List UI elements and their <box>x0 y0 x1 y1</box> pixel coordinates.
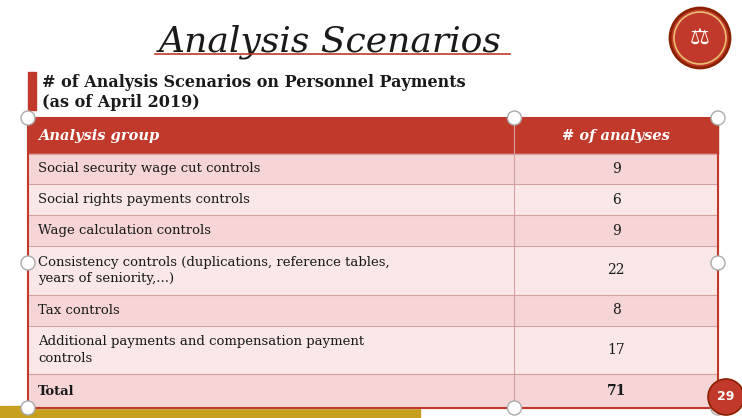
Text: Wage calculation controls: Wage calculation controls <box>38 224 211 237</box>
Circle shape <box>21 256 35 270</box>
Bar <box>28 184 718 215</box>
Text: Analysis Scenarios: Analysis Scenarios <box>159 25 502 59</box>
Text: Social security wage cut controls: Social security wage cut controls <box>38 163 260 176</box>
Bar <box>28 375 718 408</box>
Bar <box>28 246 718 295</box>
Bar <box>0 406 420 418</box>
Text: Additional payments and compensation payment
controls: Additional payments and compensation pay… <box>38 335 364 365</box>
Circle shape <box>21 401 35 415</box>
Circle shape <box>711 111 725 125</box>
Text: (as of April 2019): (as of April 2019) <box>42 94 200 111</box>
Text: # of analyses: # of analyses <box>562 129 670 143</box>
Text: 9: 9 <box>612 162 620 176</box>
Text: 9: 9 <box>612 224 620 238</box>
Bar <box>28 215 718 246</box>
Circle shape <box>21 111 35 125</box>
Bar <box>28 118 718 408</box>
Text: ⚖: ⚖ <box>690 28 710 48</box>
Bar <box>28 72 36 110</box>
Circle shape <box>670 8 730 68</box>
Text: # of Analysis Scenarios on Personnel Payments: # of Analysis Scenarios on Personnel Pay… <box>42 74 466 91</box>
Bar <box>28 326 718 375</box>
Text: Analysis group: Analysis group <box>38 129 160 143</box>
Circle shape <box>508 111 522 125</box>
Text: Tax controls: Tax controls <box>38 304 119 317</box>
Circle shape <box>711 256 725 270</box>
Text: 8: 8 <box>612 303 620 317</box>
Bar <box>28 118 718 153</box>
Text: 17: 17 <box>608 343 625 357</box>
Circle shape <box>508 401 522 415</box>
Text: Consistency controls (duplications, reference tables,
years of seniority,...): Consistency controls (duplications, refe… <box>38 256 390 285</box>
Text: 22: 22 <box>608 263 625 278</box>
Bar <box>28 295 718 326</box>
Text: 71: 71 <box>606 384 626 398</box>
Text: Social rights payments controls: Social rights payments controls <box>38 194 250 206</box>
Text: 29: 29 <box>718 390 735 403</box>
Circle shape <box>708 379 742 415</box>
Bar <box>28 153 718 184</box>
Text: 6: 6 <box>612 193 620 207</box>
Circle shape <box>711 401 725 415</box>
Text: Total: Total <box>38 385 75 398</box>
